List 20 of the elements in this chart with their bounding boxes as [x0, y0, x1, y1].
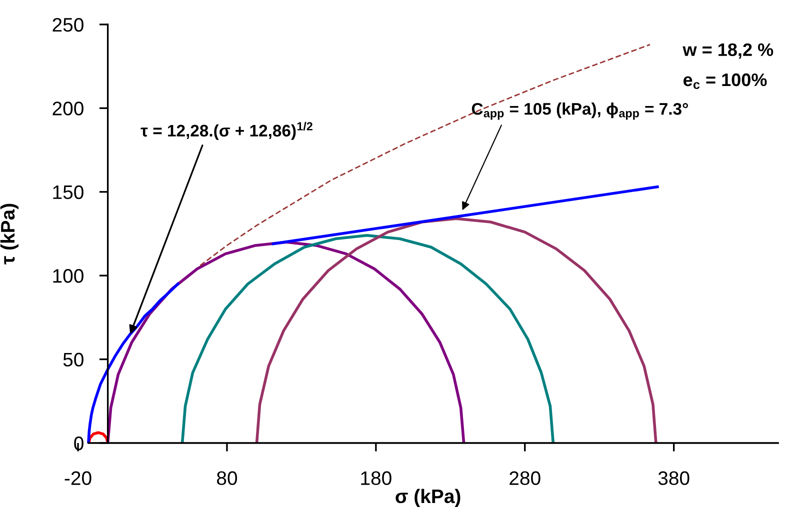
- y-tick-label: 0: [74, 436, 84, 450]
- y-tick-label: 250: [52, 18, 84, 32]
- annotation: w = 18,2 %: [682, 43, 774, 59]
- x-axis-title: σ (kPa): [396, 488, 460, 508]
- annotation: C$_{app}$ = 105 (kPa), ϕ$_{app}$ = 7.3°: [472, 102, 688, 120]
- y-tick-label: 200: [52, 102, 84, 116]
- line-series: [180, 234, 555, 443]
- y-tick-label: 50: [63, 352, 84, 367]
- y-axis-title: τ (kPa): [0, 204, 19, 264]
- x-tick-label: 380: [658, 471, 690, 486]
- annotation: τ = 12,28.(σ + 12,86)$^{1/2}$: [140, 122, 312, 140]
- line-series: [255, 217, 658, 443]
- y-tick-label: 100: [53, 269, 84, 283]
- y-tick-label: 150: [53, 185, 84, 200]
- annotation: e$_{c}$ = 100%: [683, 73, 767, 90]
- line-series: [87, 282, 180, 443]
- x-tick-label: 180: [361, 471, 392, 486]
- x-tick-label: -20: [64, 471, 92, 486]
- x-tick-label: 80: [217, 471, 238, 486]
- x-tick-label: 280: [510, 471, 540, 486]
